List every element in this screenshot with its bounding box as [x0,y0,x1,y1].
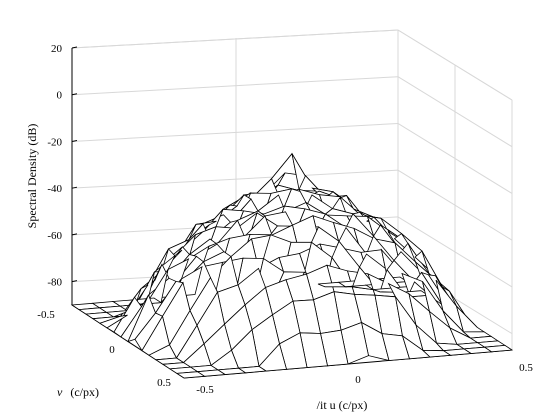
z-tick [71,46,78,49]
grid-line [71,29,399,49]
v-axis-label-units: (c/px) [70,385,99,399]
z-tick-label: -40 [47,183,62,195]
z-tick [71,233,78,236]
surface-mesh [70,152,514,379]
v-tick-label: 0 [109,344,115,356]
z-tick-label: 20 [51,43,63,55]
v-axis-label: v (c/px) [57,385,99,399]
u-tick-label: 0 [355,374,361,386]
u-axis-label: /it u (c/px) [317,398,368,412]
z-axis-label: Spectral Density (dB) [25,124,39,229]
surface-facet [175,371,206,379]
z-tick-label: -60 [47,230,62,242]
v-axis-label-symbol: v [57,385,63,399]
ticks: 20 0 -20 -40 -60 -80 -0.5 0 0.5 -0.5 0 0.5 [37,43,533,396]
u-tick-label: -0.5 [196,384,214,396]
z-tick [71,93,78,96]
grid-line [71,76,399,96]
v-tick-label: 0.5 [157,377,171,389]
v-tick-label: -0.5 [37,309,55,321]
z-tick [71,186,78,189]
z-tick-label: -80 [47,277,62,289]
z-tick [71,280,78,283]
z-tick [71,139,78,142]
grid-line [71,169,399,189]
z-tick-label: -20 [47,136,62,148]
grid-line [71,122,399,142]
surface-facet [421,349,452,358]
z-tick-label: 0 [57,90,63,102]
u-tick-label: 0.5 [519,362,533,374]
surface-facet [99,314,128,329]
